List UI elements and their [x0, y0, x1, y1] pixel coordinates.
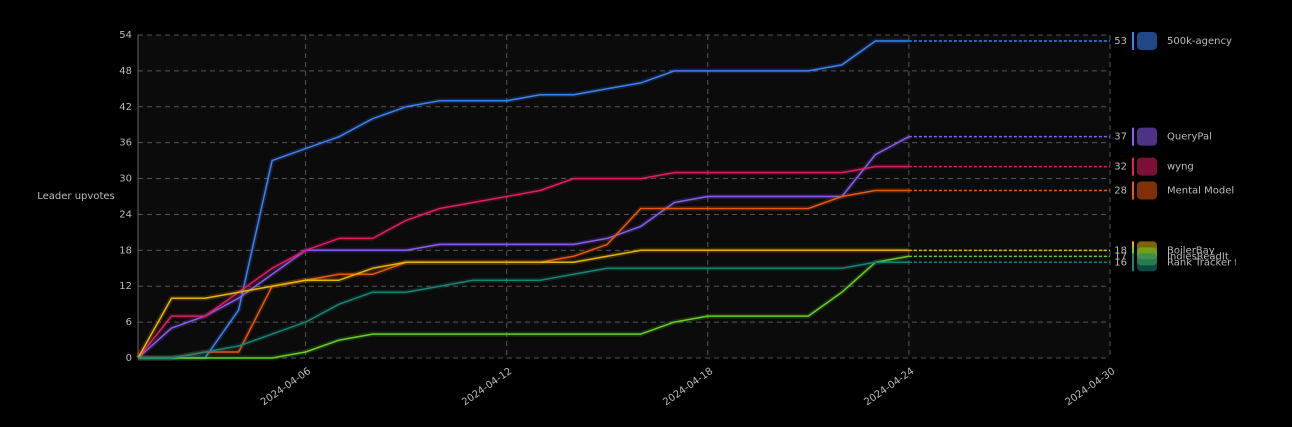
- x-tick-label: 2024-04-18: [661, 366, 715, 408]
- legend-bar: [1132, 181, 1134, 200]
- series-line: [138, 255, 910, 359]
- end-value-label: 16: [1114, 257, 1127, 268]
- y-axis-label: Leader upvotes: [37, 191, 114, 202]
- end-value-label: 53: [1114, 36, 1127, 47]
- y-tick-label: 18: [119, 245, 132, 256]
- x-tick-label: 2024-04-06: [259, 366, 313, 408]
- x-tick-label: 2024-04-24: [862, 366, 916, 408]
- legend-name: QueryPal: [1167, 132, 1212, 143]
- x-tick-label: 2024-04-30: [1064, 366, 1118, 408]
- y-tick-label: 6: [126, 317, 132, 328]
- y-tick-label: 24: [119, 209, 132, 220]
- legend-icon: [1137, 127, 1157, 146]
- end-value-label: 18: [1114, 245, 1127, 256]
- y-tick-label: 36: [119, 138, 132, 149]
- legend-bar: [1132, 127, 1134, 146]
- y-tick-label: 42: [119, 102, 132, 113]
- series-line: [138, 261, 909, 359]
- end-value-label: 32: [1114, 162, 1127, 173]
- series-line: [138, 40, 909, 359]
- legend-name: BoilerBay: [1167, 245, 1215, 256]
- end-value-label: 28: [1114, 186, 1127, 197]
- legend-name: Rank Tracker f: [1167, 257, 1238, 268]
- legend-bar: [1132, 31, 1134, 50]
- legend-name: 500k-agency: [1167, 36, 1232, 47]
- legend-icon: [1137, 31, 1157, 50]
- x-tick-label: 2024-04-12: [460, 366, 514, 408]
- legend-name: Mental Model I: [1167, 186, 1240, 197]
- legend-name: IndiesReadIt: [1167, 251, 1229, 262]
- y-tick-label: 48: [119, 66, 132, 77]
- end-value-label: 37: [1114, 132, 1127, 143]
- legend-bar: [1132, 157, 1134, 176]
- legend-icon: [1137, 181, 1157, 200]
- y-tick-label: 12: [119, 281, 132, 292]
- legend-bar: [1132, 253, 1134, 272]
- series-line: [137, 249, 909, 359]
- plot-area: [138, 35, 1110, 358]
- y-tick-label: 0: [126, 353, 132, 364]
- legend-icon: [1137, 253, 1157, 272]
- y-tick-label: 30: [119, 174, 132, 185]
- end-value-label: 17: [1114, 251, 1127, 262]
- legend-name: wyng: [1167, 162, 1194, 173]
- legend-icon: [1137, 157, 1157, 176]
- y-tick-label: 54: [119, 30, 132, 41]
- series-line: [137, 136, 910, 359]
- series-line: [137, 165, 909, 359]
